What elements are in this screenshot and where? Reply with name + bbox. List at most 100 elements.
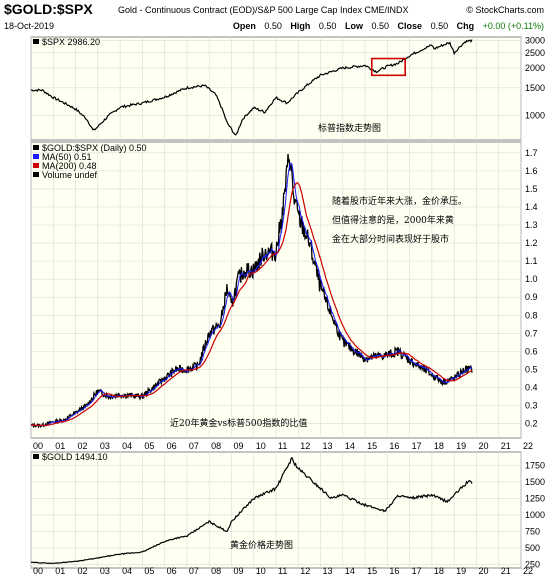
chart-symbol: $GOLD:$SPX: [4, 1, 93, 17]
x-tick-label: 01: [55, 566, 65, 576]
low-value: 0.50: [371, 21, 390, 31]
y-tick-label: 1.3: [525, 220, 538, 230]
x-tick-label: 17: [412, 566, 422, 576]
x-tick-label: 21: [501, 566, 511, 576]
x-tick-label: 05: [144, 566, 154, 576]
y-tick-label: 1750: [525, 460, 545, 470]
x-tick-label: 05: [144, 441, 154, 451]
x-tick-label: 20: [478, 566, 488, 576]
y-tick-label: 1.4: [525, 202, 538, 212]
spx-line: [30, 39, 473, 136]
chart-header: $GOLD:$SPX Gold - Continuous Contract (E…: [0, 0, 550, 42]
x-tick-label: 00: [33, 566, 43, 576]
gold-line: [30, 456, 473, 565]
chart-subtitle: Gold - Continuous Contract (EOD)/S&P 500…: [118, 5, 409, 15]
x-tick-label: 16: [389, 441, 399, 451]
legend-swatch: [33, 154, 39, 159]
x-tick-label: 03: [100, 566, 110, 576]
x-tick-label: 21: [501, 441, 511, 451]
y-tick-label: 1.2: [525, 238, 538, 248]
open-value: 0.50: [264, 21, 282, 31]
x-tick-label: 06: [167, 441, 177, 451]
y-tick-label: 0.4: [525, 382, 538, 392]
legend-swatch: [33, 145, 39, 150]
ratio-legend-item: Volume undef: [42, 170, 98, 180]
legend-swatch: [33, 172, 39, 177]
x-tick-label: 00: [33, 441, 43, 451]
x-tick-label: 09: [233, 441, 243, 451]
x-tick-label: 15: [367, 566, 377, 576]
y-tick-label: 1250: [525, 493, 545, 503]
ma200-line: [30, 181, 472, 427]
y-tick-label: 1500: [525, 83, 545, 93]
x-tick-label: 06: [167, 566, 177, 576]
x-tick-label: 17: [412, 441, 422, 451]
x-tick-label: 22: [523, 566, 533, 576]
x-tick-label: 10: [256, 566, 266, 576]
x-tick-label: 03: [100, 441, 110, 451]
x-tick-label: 01: [55, 441, 65, 451]
legend-swatch: [33, 454, 39, 459]
y-tick-label: 1000: [525, 510, 545, 520]
legend-swatch: [33, 163, 39, 168]
y-tick-label: 0.9: [525, 292, 538, 302]
x-tick-label: 04: [122, 566, 132, 576]
legend-swatch: [33, 39, 39, 44]
spx-legend: $SPX 2986.20: [42, 37, 100, 47]
y-tick-label: 0.3: [525, 401, 538, 411]
y-tick-label: 1.6: [525, 166, 538, 176]
ratio-annotation-line: 但值得注意的是，2000年来黄: [332, 214, 454, 226]
gold-caption: 黄金价格走势图: [230, 539, 293, 551]
ohlc-readout: Open 0.50 High 0.50 Low 0.50 Close 0.50 …: [232, 21, 544, 31]
x-tick-label: 09: [233, 566, 243, 576]
x-tick-label: 02: [78, 441, 88, 451]
ratio-legend-item: MA(50) 0.51: [42, 152, 92, 162]
ratio-annotation-line: 随着股市近年来大涨，金价承压。: [332, 195, 467, 207]
ratio-caption: 近20年黄金vs标普500指数的比值: [170, 417, 307, 429]
y-tick-label: 1.5: [525, 184, 538, 194]
chart-date: 18-Oct-2019: [4, 21, 55, 31]
close-value: 0.50: [430, 21, 449, 31]
highlight-box: [370, 57, 406, 77]
x-tick-label: 18: [434, 441, 444, 451]
ratio-legend-item: $GOLD:$SPX (Daily) 0.50: [42, 143, 147, 153]
gold-legend: $GOLD 1494.10: [42, 452, 108, 462]
y-tick-label: 250: [525, 560, 540, 570]
ratio-annotation-line: 金在大部分时间表现好于股市: [332, 233, 449, 245]
x-tick-label: 07: [189, 441, 199, 451]
x-tick-label: 16: [389, 566, 399, 576]
x-tick-label: 15: [367, 441, 377, 451]
x-tick-label: 20: [478, 441, 488, 451]
x-tick-label: 14: [345, 441, 355, 451]
y-tick-label: 1000: [525, 111, 545, 121]
x-tick-label: 11: [278, 441, 287, 451]
x-tick-label: 14: [345, 566, 355, 576]
x-tick-label: 08: [211, 566, 221, 576]
x-tick-label: 19: [456, 566, 466, 576]
ratio-legend-item: MA(200) 0.48: [42, 161, 97, 171]
x-tick-label: 10: [256, 441, 266, 451]
x-tick-label: 02: [78, 566, 88, 576]
chg-value: +0.00 (+0.11%): [482, 21, 544, 31]
y-tick-label: 1.1: [525, 256, 538, 266]
y-tick-label: 500: [525, 543, 540, 553]
x-tick-label: 13: [323, 441, 333, 451]
y-tick-label: 750: [525, 527, 540, 537]
y-tick-label: 2500: [525, 48, 545, 58]
y-tick-label: 1500: [525, 477, 545, 487]
x-tick-label: 04: [122, 441, 132, 451]
y-tick-label: 2000: [525, 63, 545, 73]
stockcharts-logo: © StockCharts.com: [466, 5, 544, 15]
x-tick-label: 08: [211, 441, 221, 451]
x-tick-label: 13: [323, 566, 333, 576]
x-tick-label: 19: [456, 441, 466, 451]
x-tick-label: 18: [434, 566, 444, 576]
y-tick-label: 1.0: [525, 274, 538, 284]
x-tick-label: 07: [189, 566, 199, 576]
x-tick-label: 11: [278, 566, 287, 576]
y-tick-label: 0.8: [525, 310, 538, 320]
high-value: 0.50: [318, 21, 337, 31]
y-tick-label: 0.6: [525, 346, 538, 356]
x-tick-label: 12: [300, 441, 310, 451]
